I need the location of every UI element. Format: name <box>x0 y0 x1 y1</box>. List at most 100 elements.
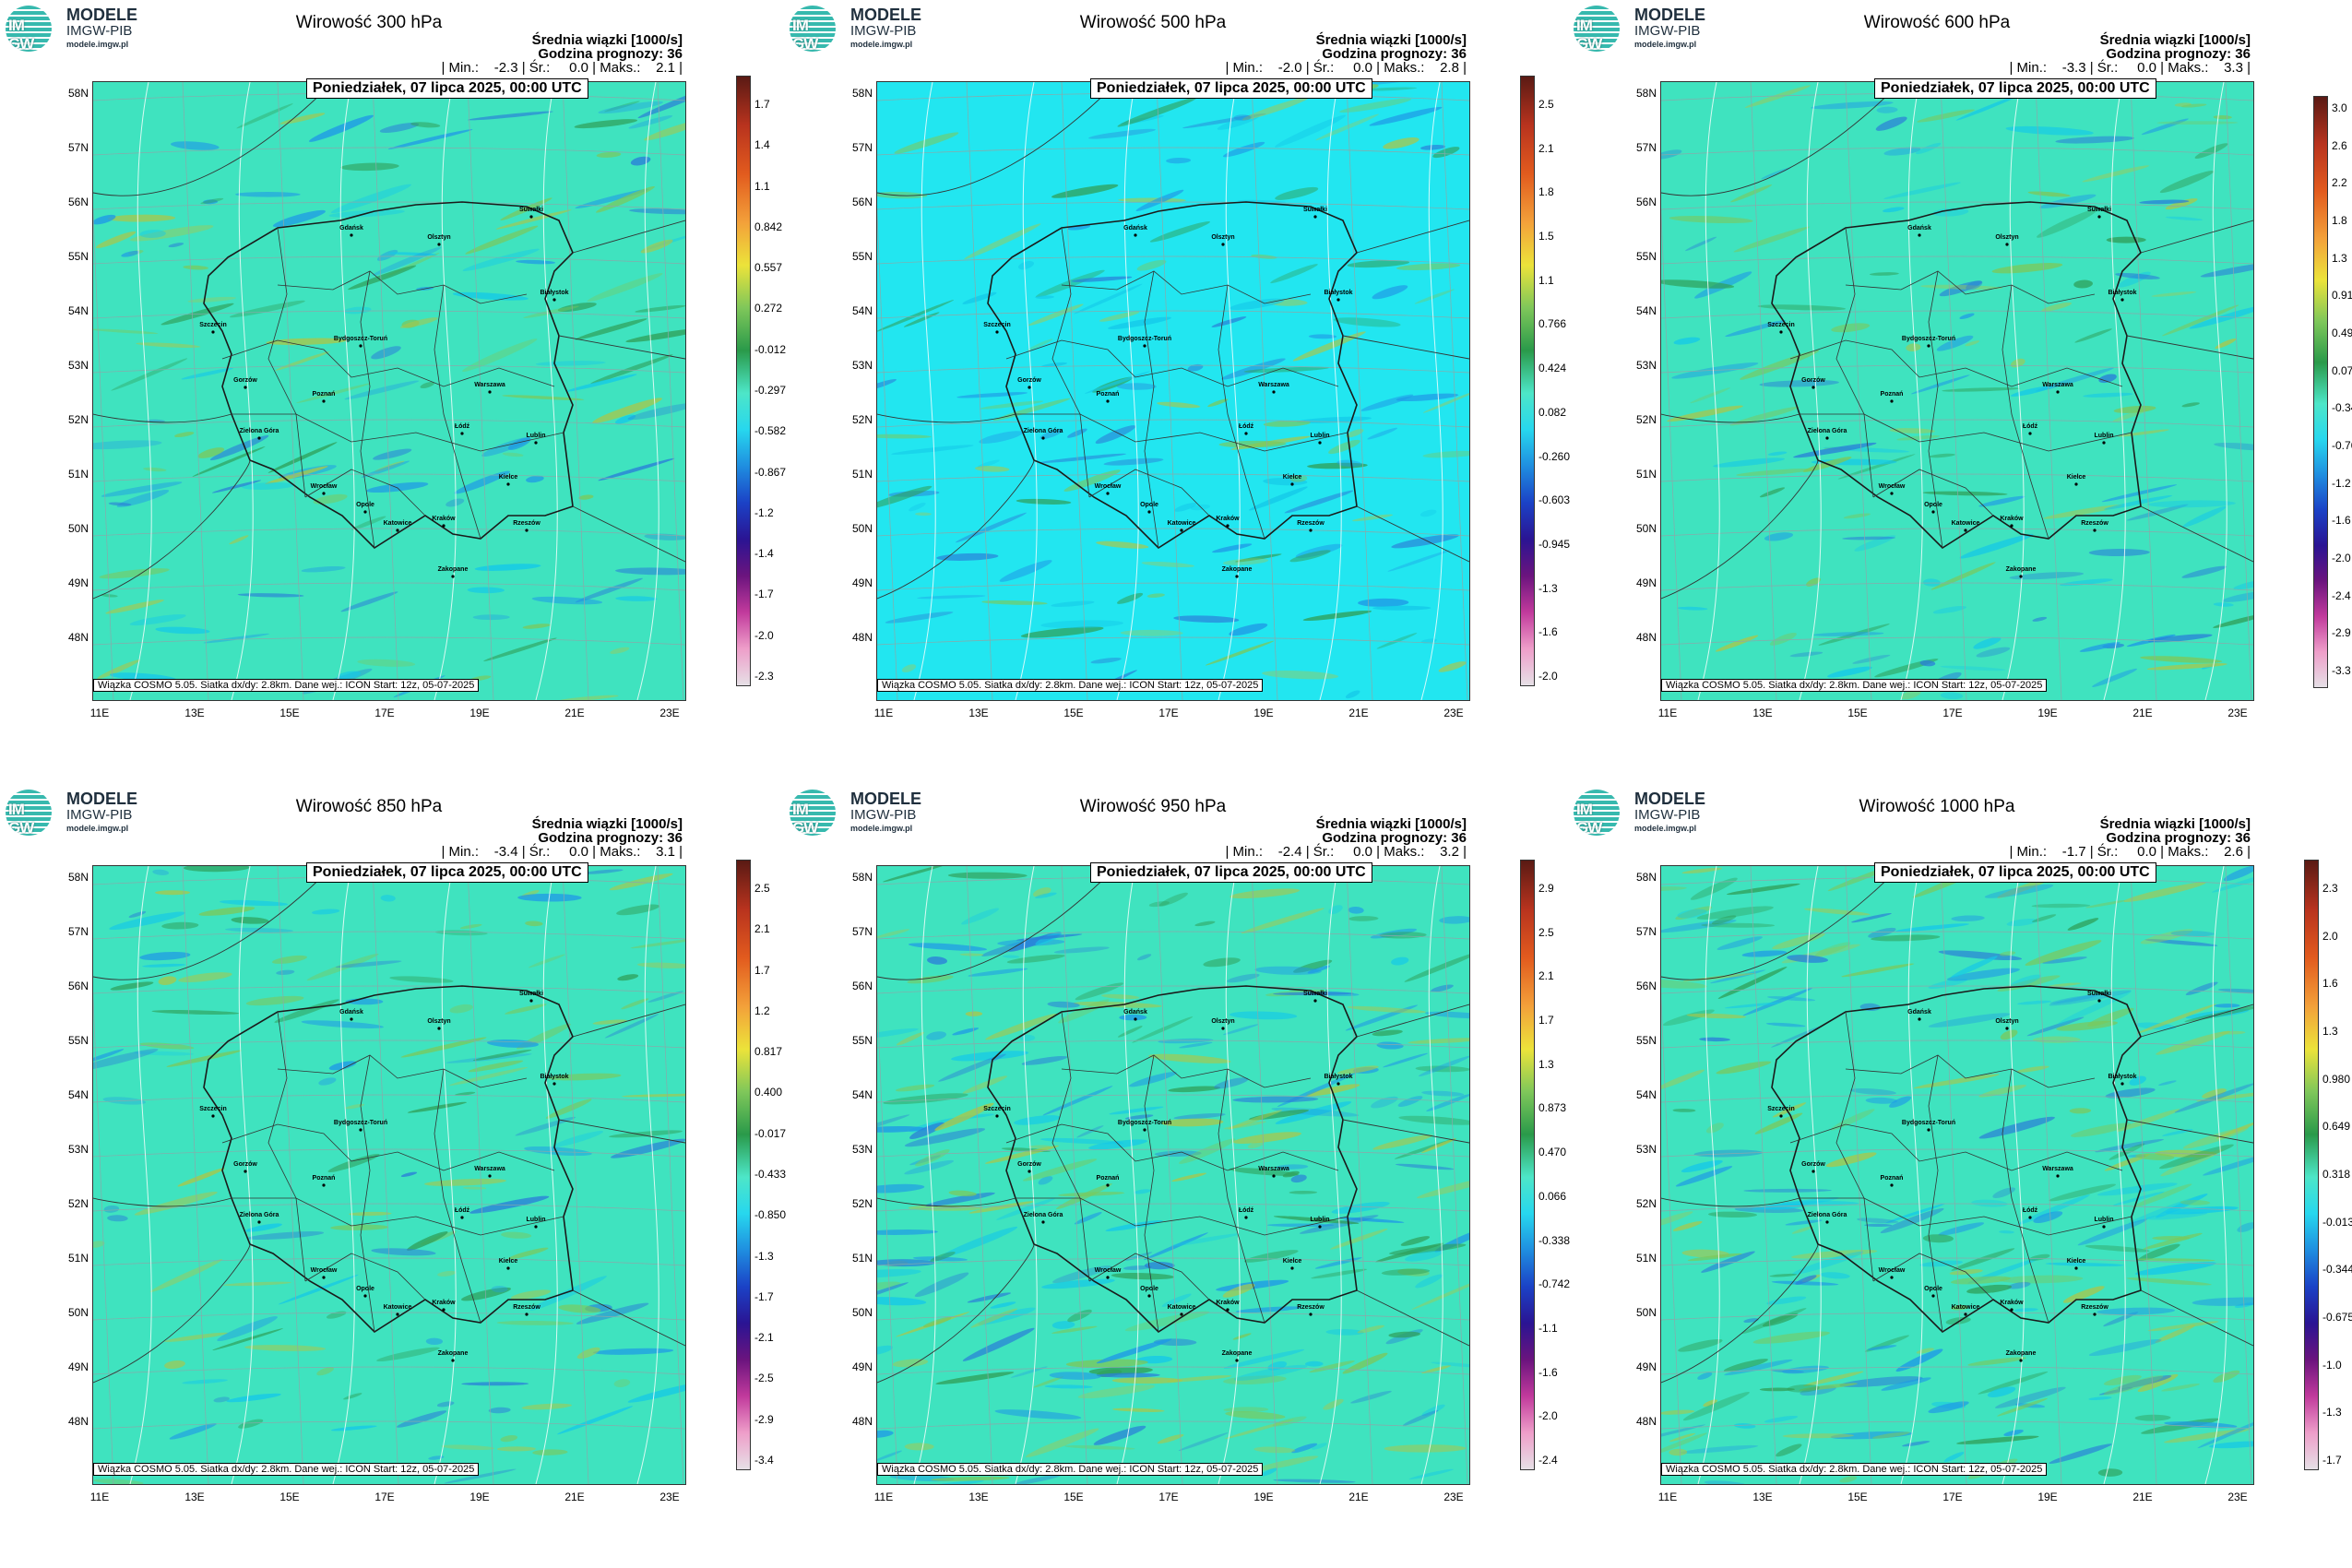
vorticity-streak <box>883 866 949 883</box>
voivodeship-border <box>1928 1054 1943 1333</box>
city-marker <box>2005 1027 2009 1030</box>
vorticity-streak <box>2140 656 2223 663</box>
vorticity-streak <box>575 577 643 603</box>
vorticity-streak <box>548 1073 622 1081</box>
city-marker <box>1147 1294 1151 1298</box>
city-marker <box>1180 529 1183 532</box>
vorticity-streak <box>1187 363 1204 372</box>
city-label: Zakopane <box>438 566 469 573</box>
vorticity-streak <box>1667 405 1743 422</box>
longitude-label: 19E <box>469 707 490 719</box>
vorticity-streak <box>962 1075 1008 1094</box>
colorbar-tick-label: 1.3 <box>1538 1057 1554 1071</box>
country-border <box>1661 866 1902 980</box>
vorticity-streak <box>1223 558 1269 565</box>
vorticity-streak <box>448 1066 529 1087</box>
vorticity-streak <box>1827 666 1872 678</box>
city-label: Szczecin <box>983 322 1011 328</box>
city-marker <box>1825 436 1829 440</box>
imgw-logo: IM GW MODELE IMGW-PIB modele.imgw.pl <box>1574 4 1735 52</box>
latitude-label: 52N <box>67 413 89 426</box>
logo-url: modele.imgw.pl <box>1634 824 1697 833</box>
city-label: Poznań <box>1881 1175 1904 1182</box>
vorticity-streak <box>2146 663 2227 671</box>
voivodeship-border <box>304 469 426 517</box>
height-isoline <box>2204 866 2227 1484</box>
colorbar-tick-label: -2.9 <box>754 1412 774 1426</box>
latitude-label: 48N <box>67 1415 89 1428</box>
vorticity-streak <box>2104 1153 2150 1171</box>
vorticity-streak <box>609 1130 683 1138</box>
vorticity-streak <box>877 1114 910 1135</box>
vorticity-streak <box>1725 320 1787 338</box>
city-label: Katowice <box>384 1304 412 1311</box>
vorticity-streak <box>116 490 170 507</box>
vorticity-streak <box>1146 593 1165 599</box>
country-border <box>93 459 251 600</box>
city-marker <box>1318 441 1322 445</box>
vorticity-streak <box>1857 1218 1899 1224</box>
vorticity-streak <box>2032 914 2057 922</box>
city-label: Wrocław <box>1095 483 1122 490</box>
vorticity-streak <box>2159 1144 2234 1170</box>
vorticity-streak <box>1358 598 1409 607</box>
logo-url: modele.imgw.pl <box>66 824 129 833</box>
poland-border <box>1771 201 2142 550</box>
country-border <box>877 413 1016 423</box>
colorbar-tick-label: -0.297 <box>754 384 787 397</box>
vorticity-streak <box>276 969 295 975</box>
vorticity-streak <box>1906 343 1921 352</box>
vorticity-streak <box>229 535 249 545</box>
vorticity-streak <box>2017 1194 2090 1225</box>
city-label: Białystok <box>540 1074 568 1080</box>
voivodeship-border <box>1789 339 2123 387</box>
city-label: Opole <box>1924 1286 1942 1292</box>
vorticity-streak <box>1119 1014 1147 1021</box>
vorticity-streak <box>2059 578 2113 587</box>
vorticity-streak <box>2104 494 2173 510</box>
vorticity-streak <box>1006 954 1065 964</box>
vorticity-streak <box>2062 1286 2105 1303</box>
vorticity-streak <box>203 199 219 205</box>
vorticity-streak <box>962 1327 1035 1361</box>
country-border <box>1661 459 1819 600</box>
vorticity-streak <box>103 1205 120 1213</box>
vorticity-streak <box>1071 276 1133 282</box>
country-border <box>877 1243 1035 1384</box>
vorticity-streak <box>2049 990 2132 1006</box>
vorticity-streak <box>272 209 326 228</box>
vorticity-streak <box>1864 1335 1909 1352</box>
vorticity-streak <box>2116 1109 2180 1132</box>
latitude-label: 56N <box>67 196 89 208</box>
vorticity-streak <box>501 1231 532 1239</box>
vorticity-streak <box>1381 1268 1431 1276</box>
height-isoline <box>2103 82 2126 700</box>
city-label: Olsztyn <box>427 234 450 241</box>
vorticity-streak <box>1051 600 1095 607</box>
voivodeship-border <box>277 1054 528 1088</box>
latitude-label: 50N <box>1635 522 1657 535</box>
vorticity-streak <box>1168 1086 1221 1093</box>
longitude-gridline <box>2035 82 2062 700</box>
country-border <box>93 1243 251 1384</box>
vorticity-streak <box>2077 1218 2147 1246</box>
colorbar-tick-label: 0.066 <box>1538 1189 1567 1203</box>
longitude-label: 19E <box>1253 707 1274 719</box>
vorticity-streak <box>1681 1159 1723 1173</box>
vorticity-streak <box>326 1311 347 1319</box>
vorticity-streak <box>1345 690 1360 699</box>
vorticity-streak <box>170 141 220 150</box>
vorticity-streak <box>200 197 224 205</box>
colorbar-tick-label: 0.873 <box>1538 1101 1567 1115</box>
vorticity-streak <box>1690 877 1738 900</box>
vorticity-streak <box>149 1259 223 1293</box>
logo-mark-text: IM GW <box>792 17 818 52</box>
vorticity-streak <box>1179 1138 1236 1164</box>
vorticity-streak <box>1943 1452 1965 1463</box>
city-label: Kielce <box>499 474 518 481</box>
vorticity-streak <box>1865 1097 1897 1104</box>
vorticity-streak <box>1757 304 1847 311</box>
vorticity-streak <box>1161 1118 1224 1127</box>
vorticity-streak <box>1002 955 1020 958</box>
latitude-label: 52N <box>1635 413 1657 426</box>
